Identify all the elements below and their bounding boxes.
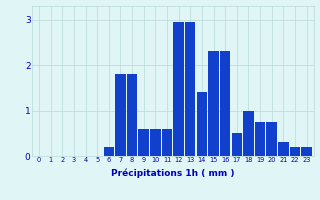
Bar — [208, 51, 219, 156]
Bar — [139, 129, 149, 156]
Bar — [290, 147, 300, 156]
Bar — [162, 129, 172, 156]
Bar — [104, 147, 114, 156]
Bar — [278, 142, 289, 156]
Bar — [255, 122, 265, 156]
Bar — [243, 111, 254, 156]
Bar — [127, 74, 137, 156]
Bar — [267, 122, 277, 156]
Bar — [173, 22, 184, 156]
Bar — [232, 133, 242, 156]
Bar — [197, 92, 207, 156]
Bar — [150, 129, 161, 156]
Bar — [220, 51, 230, 156]
Bar — [185, 22, 196, 156]
X-axis label: Précipitations 1h ( mm ): Précipitations 1h ( mm ) — [111, 169, 235, 178]
Bar — [115, 74, 126, 156]
Bar — [301, 147, 312, 156]
